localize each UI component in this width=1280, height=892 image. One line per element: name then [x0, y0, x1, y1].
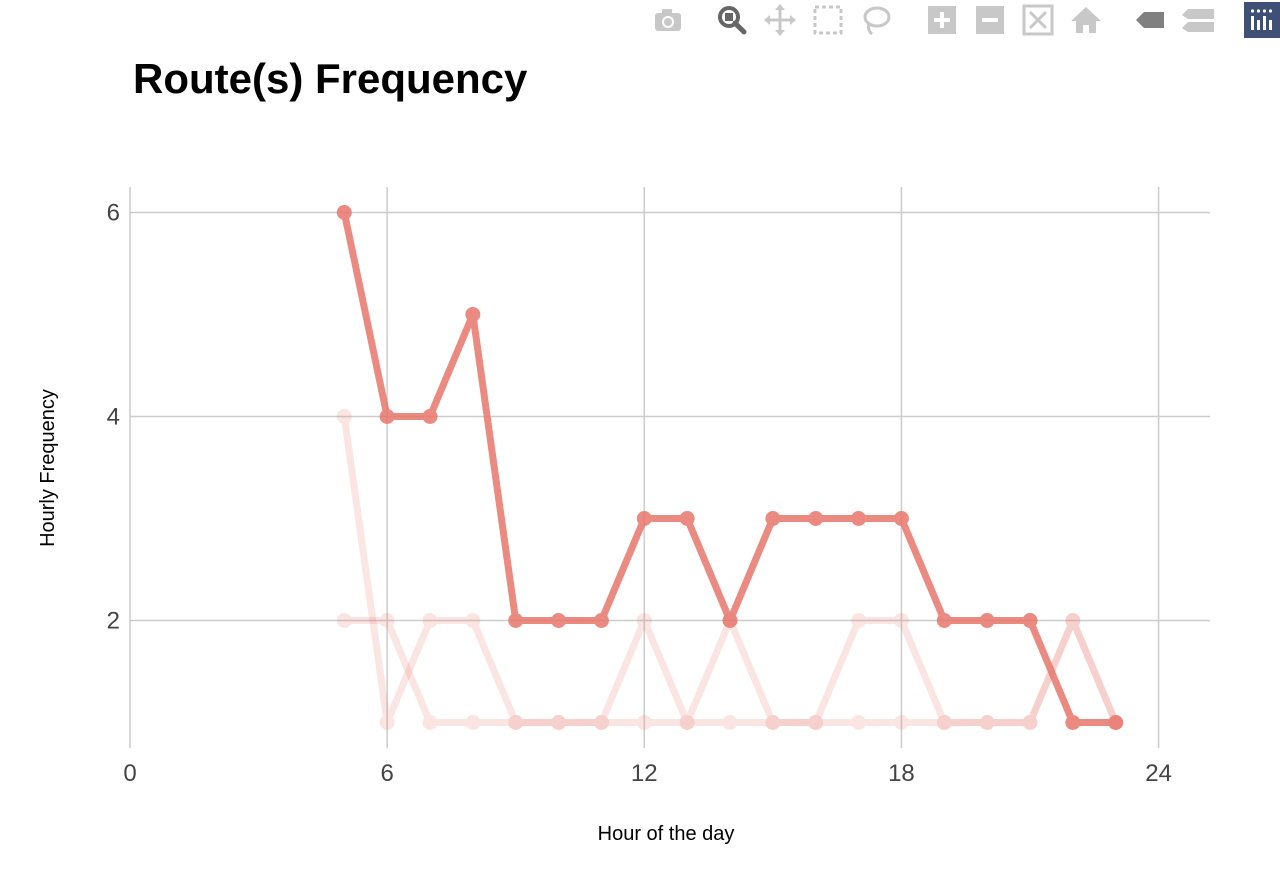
data-point[interactable] [1022, 715, 1038, 730]
data-point[interactable] [936, 715, 952, 730]
data-point[interactable] [1108, 715, 1124, 730]
data-point[interactable] [1065, 613, 1081, 628]
lasso-select-icon[interactable] [858, 2, 894, 38]
data-point[interactable] [679, 511, 695, 526]
data-point[interactable] [893, 715, 909, 730]
data-point[interactable] [979, 613, 995, 628]
home-icon[interactable] [1068, 2, 1104, 38]
data-point[interactable] [1022, 715, 1038, 730]
data-point[interactable] [808, 511, 824, 526]
data-point[interactable] [936, 715, 952, 730]
data-point[interactable] [379, 613, 395, 628]
data-point[interactable] [465, 307, 481, 322]
x-tick-label: 6 [380, 760, 393, 787]
data-point[interactable] [979, 715, 995, 730]
x-tick-label: 12 [631, 760, 658, 787]
data-point[interactable] [679, 715, 695, 730]
data-point[interactable] [722, 715, 738, 730]
data-point[interactable] [508, 715, 524, 730]
x-tick-label: 0 [123, 760, 136, 787]
data-point[interactable] [636, 715, 652, 730]
data-point[interactable] [551, 613, 567, 628]
data-point[interactable] [422, 613, 438, 628]
x-axis-ticks: 0 6 12 18 24 [123, 760, 1172, 787]
data-point[interactable] [422, 715, 438, 730]
data-point[interactable] [765, 715, 781, 730]
series-line [340, 209, 1120, 726]
data-point[interactable] [593, 715, 609, 730]
series-line [340, 413, 1120, 726]
box-select-icon[interactable] [810, 2, 846, 38]
data-point[interactable] [636, 511, 652, 526]
zoom-in-icon[interactable] [924, 2, 960, 38]
data-point[interactable] [679, 715, 695, 730]
data-point[interactable] [765, 511, 781, 526]
data-point[interactable] [508, 613, 524, 628]
data-point[interactable] [636, 613, 652, 628]
camera-icon[interactable] [650, 2, 686, 38]
data-point[interactable] [851, 715, 867, 730]
data-point[interactable] [936, 613, 952, 628]
y-axis-title: Hourly Frequency [37, 389, 59, 547]
data-point[interactable] [336, 409, 352, 424]
data-point[interactable] [1065, 613, 1081, 628]
data-point[interactable] [1065, 715, 1081, 730]
data-point[interactable] [593, 613, 609, 628]
x-tick-label: 18 [888, 760, 915, 787]
x-axis-title: Hour of the day [598, 823, 735, 845]
data-point[interactable] [808, 715, 824, 730]
data-point[interactable] [765, 715, 781, 730]
series-2 [336, 409, 1124, 730]
pan-icon[interactable] [762, 2, 798, 38]
zoom-icon[interactable] [714, 2, 750, 38]
data-point[interactable] [893, 613, 909, 628]
series-group [336, 205, 1124, 730]
data-point[interactable] [893, 511, 909, 526]
data-point[interactable] [851, 613, 867, 628]
hover-compare-icon[interactable] [1180, 2, 1216, 38]
data-point[interactable] [722, 613, 738, 628]
zoom-out-icon[interactable] [972, 2, 1008, 38]
chart-title: Route(s) Frequency [133, 55, 528, 102]
data-point[interactable] [979, 715, 995, 730]
data-point[interactable] [508, 715, 524, 730]
data-point[interactable] [336, 205, 352, 220]
data-point[interactable] [808, 715, 824, 730]
plotly-logo-icon[interactable] [1244, 2, 1280, 38]
y-tick-label: 4 [107, 404, 120, 431]
series-1 [336, 613, 1124, 730]
data-point[interactable] [336, 613, 352, 628]
data-point[interactable] [422, 409, 438, 424]
data-point[interactable] [465, 613, 481, 628]
series-3 [336, 205, 1124, 730]
y-axis-ticks: 2 4 6 [107, 200, 120, 635]
data-point[interactable] [593, 715, 609, 730]
data-point[interactable] [379, 715, 395, 730]
data-point[interactable] [851, 511, 867, 526]
data-point[interactable] [465, 715, 481, 730]
y-tick-label: 6 [107, 200, 120, 227]
autoscale-icon[interactable] [1020, 2, 1056, 38]
plot-modebar [640, 0, 1280, 44]
x-tick-label: 24 [1145, 760, 1172, 787]
data-point[interactable] [551, 715, 567, 730]
y-tick-label: 2 [107, 608, 120, 635]
data-point[interactable] [551, 715, 567, 730]
hover-closest-icon[interactable] [1132, 2, 1168, 38]
data-point[interactable] [379, 409, 395, 424]
series-line [340, 617, 1120, 726]
data-point[interactable] [1022, 613, 1038, 628]
